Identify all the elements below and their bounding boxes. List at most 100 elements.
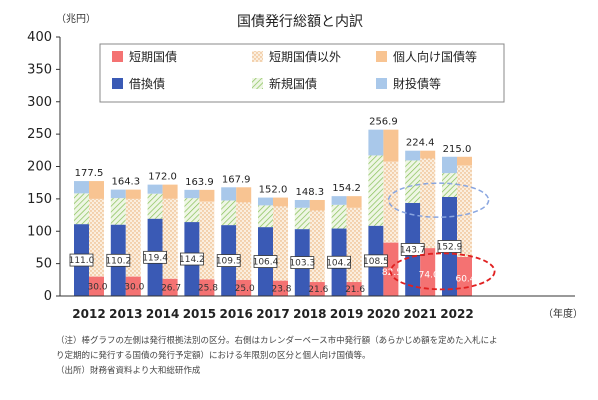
legend-label: 短期国債以外 (269, 49, 341, 64)
refinance-label: 104.2 (326, 258, 352, 268)
refinance-label: 106.4 (253, 258, 279, 268)
short-term-label: 30.0 (87, 282, 107, 292)
short-term-label: 30.0 (124, 282, 144, 292)
left-bar-segment (147, 193, 163, 219)
refinance-label-box (106, 253, 131, 267)
right-bar-segment (162, 184, 178, 199)
left-bar-segment (405, 160, 421, 203)
refinance-label-box (363, 254, 388, 268)
short-term-highlight-ellipse (389, 252, 496, 291)
refinance-label: 114.2 (179, 255, 205, 265)
right-bar-segment (309, 199, 325, 211)
total-label: 154.2 (332, 183, 361, 194)
refinance-label-box (179, 252, 204, 266)
short-term-label: 74.0 (419, 270, 439, 280)
x-tick-label: 2012 (72, 307, 105, 321)
total-label: 164.3 (111, 177, 140, 188)
refinance-label-box (143, 250, 168, 264)
left-bar-segment (184, 198, 200, 223)
right-bar-segment (162, 198, 178, 279)
legend-swatch (252, 78, 263, 89)
legend-swatch (112, 51, 123, 62)
highlights (387, 182, 496, 291)
x-tick-label: 2016 (219, 307, 252, 321)
legend-label: 個人向け国債等 (393, 49, 477, 64)
y-tick-label: 0 (44, 289, 52, 304)
short-term-label: 25.0 (235, 284, 255, 294)
refinance-highlight-ellipse (387, 182, 490, 218)
left-bar-segment (331, 204, 347, 229)
left-bar-segment (258, 197, 273, 206)
right-bar-segment (125, 276, 141, 296)
legend-label: 短期国債 (129, 49, 177, 64)
left-bar-segment (74, 181, 89, 194)
left-bar-segment (221, 200, 237, 226)
legend-box (99, 43, 505, 103)
left-bar-segment (442, 156, 457, 174)
legend-swatch (252, 51, 263, 62)
refinance-label-box (290, 256, 315, 269)
right-bar-segment (273, 280, 288, 296)
x-tick-label: 2015 (183, 307, 216, 321)
refinance-label: 152.9 (437, 242, 463, 252)
right-bar-segment (346, 207, 362, 283)
short-term-label: 21.6 (308, 285, 328, 295)
refinance-label-box (253, 255, 278, 268)
x-tick-label: 2022 (440, 307, 473, 321)
right-bar-segment (273, 197, 288, 207)
left-bar-segment (368, 129, 384, 156)
x-unit-label: （年度） (543, 307, 583, 320)
left-bar-segment (221, 187, 237, 201)
left-bar-segment (405, 150, 421, 161)
y-tick-label: 250 (27, 127, 52, 142)
right-bar-segment (420, 150, 436, 159)
x-tick-label: 2021 (403, 307, 436, 321)
right-bar-segment (273, 206, 288, 281)
total-label: 152.0 (259, 185, 288, 196)
y-tick-label: 100 (27, 224, 52, 239)
right-bar-segment (236, 279, 252, 296)
right-bar-segment (199, 201, 215, 280)
refinance-label-box (327, 255, 352, 269)
right-bar-segment (383, 161, 399, 243)
right-bar-segment (309, 210, 325, 283)
y-tick-label: 350 (27, 62, 52, 77)
short-term-label: 25.8 (198, 284, 218, 294)
legend-swatch (376, 51, 387, 62)
short-term-label: 23.8 (271, 284, 291, 294)
total-label: 148.3 (295, 187, 324, 198)
refinance-label: 119.4 (142, 253, 168, 263)
bars (74, 129, 472, 296)
x-tick-label: 2019 (330, 307, 363, 321)
y-tick-label: 400 (27, 30, 52, 45)
left-bar-segment (74, 193, 89, 225)
chart-title: 国債発行総額と内訳 (237, 14, 363, 30)
right-bar-segment (309, 282, 325, 296)
refinance-label: 111.0 (69, 256, 95, 266)
left-bar-segment (110, 198, 126, 225)
short-term-label: 82.5 (382, 268, 402, 278)
note-line-1: （注）棒グラフの左側は発行根拠法別の区分。右側はカレンダーベース市中発行額（あら… (56, 336, 498, 346)
x-tick-label: 2020 (367, 307, 400, 321)
refinance-label-box (216, 254, 241, 267)
x-tick-label: 2014 (146, 307, 179, 321)
right-bar-segment (346, 196, 362, 208)
x-tick-label: 2017 (256, 307, 289, 321)
note-line-2: り定期的に発行する国債の発行予定額）における年限別の区分と個人向け国債等。 (56, 351, 371, 361)
refinance-label: 109.5 (216, 257, 242, 267)
right-bar-segment (89, 181, 104, 199)
x-tick-label: 2018 (293, 307, 326, 321)
total-label: 177.5 (75, 168, 104, 179)
y-tick-label: 50 (35, 257, 52, 272)
left-bar-segment (294, 207, 310, 230)
notes: （注）棒グラフの左側は発行根拠法別の区分。右側はカレンダーベース市中発行額（あら… (56, 334, 596, 379)
refinance-label-box (400, 243, 425, 256)
chart: 国債発行総額と内訳 （兆円） （年度） 0 50 100 150 200 250 300 35… (27, 13, 583, 321)
refinance-label: 103.3 (289, 259, 315, 269)
right-bar-segment (236, 187, 252, 203)
refinance-label: 110.2 (105, 256, 131, 266)
total-label: 167.9 (222, 174, 251, 185)
refinance-label-box (437, 240, 462, 253)
right-bar-segment (457, 156, 472, 166)
